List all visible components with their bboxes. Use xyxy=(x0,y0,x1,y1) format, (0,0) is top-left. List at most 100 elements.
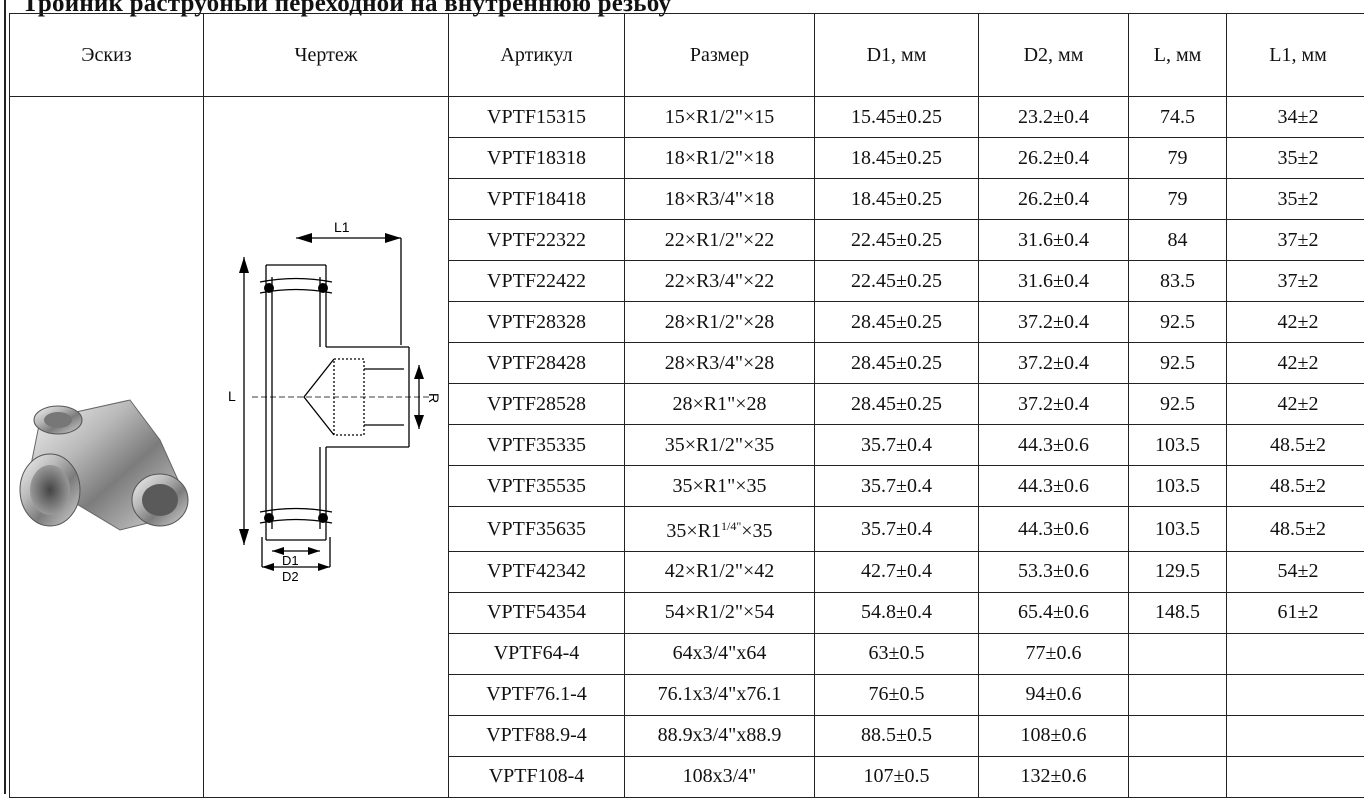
cell-d1: 18.45±0.25 xyxy=(815,138,979,179)
cell-d1: 107±0.5 xyxy=(815,756,979,797)
cell-l: 103.5 xyxy=(1129,507,1227,551)
cell-size: 108x3/4" xyxy=(625,756,815,797)
cell-article: VPTF88.9-4 xyxy=(449,715,625,756)
cell-d2: 44.3±0.6 xyxy=(979,507,1129,551)
cell-d1: 54.8±0.4 xyxy=(815,592,979,633)
cell-d1: 88.5±0.5 xyxy=(815,715,979,756)
cell-d2: 26.2±0.4 xyxy=(979,179,1129,220)
cell-size: 42×R1/2"×42 xyxy=(625,551,815,592)
cell-l1: 37±2 xyxy=(1227,220,1364,261)
drawing-label-r: R xyxy=(426,393,442,403)
cell-l1: 42±2 xyxy=(1227,302,1364,343)
col-header-l1: L1, мм xyxy=(1227,14,1364,97)
cell-article: VPTF28328 xyxy=(449,302,625,343)
size-main: 35×R1 xyxy=(666,520,721,542)
cell-article: VPTF28528 xyxy=(449,384,625,425)
cell-article: VPTF76.1-4 xyxy=(449,674,625,715)
cell-d1: 28.45±0.25 xyxy=(815,343,979,384)
cell-size: 18×R3/4"×18 xyxy=(625,179,815,220)
cell-l1: 37±2 xyxy=(1227,261,1364,302)
cell-l1 xyxy=(1227,674,1364,715)
cell-d2: 108±0.6 xyxy=(979,715,1129,756)
cell-l1: 54±2 xyxy=(1227,551,1364,592)
cell-size: 28×R1"×28 xyxy=(625,384,815,425)
cell-d2: 31.6±0.4 xyxy=(979,261,1129,302)
cell-size: 64x3/4"x64 xyxy=(625,633,815,674)
cell-l: 79 xyxy=(1129,138,1227,179)
cell-d2: 132±0.6 xyxy=(979,756,1129,797)
col-header-l: L, мм xyxy=(1129,14,1227,97)
cell-l1: 48.5±2 xyxy=(1227,466,1364,507)
cell-article: VPTF42342 xyxy=(449,551,625,592)
cell-d1: 28.45±0.25 xyxy=(815,302,979,343)
cell-d2: 94±0.6 xyxy=(979,674,1129,715)
cell-size: 88.9x3/4"x88.9 xyxy=(625,715,815,756)
cell-d2: 44.3±0.6 xyxy=(979,425,1129,466)
cell-size: 22×R1/2"×22 xyxy=(625,220,815,261)
cell-article: VPTF18418 xyxy=(449,179,625,220)
cell-article: VPTF35535 xyxy=(449,466,625,507)
cell-l1: 35±2 xyxy=(1227,138,1364,179)
drawing-label-d1: D1 xyxy=(282,553,299,568)
cell-d2: 44.3±0.6 xyxy=(979,466,1129,507)
cell-size: 22×R3/4"×22 xyxy=(625,261,815,302)
cell-d2: 53.3±0.6 xyxy=(979,551,1129,592)
drawing-label-d2: D2 xyxy=(282,569,299,584)
cell-size: 28×R1/2"×28 xyxy=(625,302,815,343)
cell-article: VPTF35335 xyxy=(449,425,625,466)
col-header-drawing: Чертеж xyxy=(204,14,449,97)
cell-d2: 31.6±0.4 xyxy=(979,220,1129,261)
cell-l: 84 xyxy=(1129,220,1227,261)
cell-size: 18×R1/2"×18 xyxy=(625,138,815,179)
cell-l xyxy=(1129,715,1227,756)
col-header-d2: D2, мм xyxy=(979,14,1129,97)
cell-l1: 34±2 xyxy=(1227,97,1364,138)
cell-article: VPTF108-4 xyxy=(449,756,625,797)
cell-l: 79 xyxy=(1129,179,1227,220)
cell-size: 35×R1/2"×35 xyxy=(625,425,815,466)
cell-l: 92.5 xyxy=(1129,343,1227,384)
cell-d1: 18.45±0.25 xyxy=(815,179,979,220)
fitting-drawing: L1 L R D1 D2 xyxy=(204,97,449,797)
table-header-row: Эскиз Чертеж Артикул Размер D1, мм D2, м… xyxy=(10,14,1364,97)
col-header-d1: D1, мм xyxy=(815,14,979,97)
cell-article: VPTF22322 xyxy=(449,220,625,261)
col-header-sketch: Эскиз xyxy=(10,14,204,97)
cell-l: 74.5 xyxy=(1129,97,1227,138)
drawing-label-l: L xyxy=(228,388,236,404)
table-row: L1 L R D1 D2 VPTF15315 15×R1/2"×15 15.45… xyxy=(10,97,1364,138)
cell-l1: 48.5±2 xyxy=(1227,507,1364,551)
cell-article: VPTF28428 xyxy=(449,343,625,384)
cell-d2: 37.2±0.4 xyxy=(979,302,1129,343)
cell-d1: 35.7±0.4 xyxy=(815,466,979,507)
cell-d1: 35.7±0.4 xyxy=(815,425,979,466)
cell-d1: 22.45±0.25 xyxy=(815,261,979,302)
cell-l: 129.5 xyxy=(1129,551,1227,592)
cell-size: 35×R1"×35 xyxy=(625,466,815,507)
col-header-size: Размер xyxy=(625,14,815,97)
spec-table: Эскиз Чертеж Артикул Размер D1, мм D2, м… xyxy=(9,13,1364,798)
sketch-cell xyxy=(10,97,204,798)
left-frame-line xyxy=(4,0,6,794)
cell-l1: 61±2 xyxy=(1227,592,1364,633)
cell-l: 103.5 xyxy=(1129,425,1227,466)
cell-l xyxy=(1129,633,1227,674)
cell-l1 xyxy=(1227,633,1364,674)
cell-size: 15×R1/2"×15 xyxy=(625,97,815,138)
cell-l1: 35±2 xyxy=(1227,179,1364,220)
cell-article: VPTF22422 xyxy=(449,261,625,302)
cell-d1: 76±0.5 xyxy=(815,674,979,715)
cell-article: VPTF35635 xyxy=(449,507,625,551)
cell-l1: 42±2 xyxy=(1227,343,1364,384)
fitting-photo xyxy=(10,97,204,797)
cell-l1 xyxy=(1227,715,1364,756)
size-tail: ×35 xyxy=(741,520,772,542)
cell-size: 76.1x3/4"x76.1 xyxy=(625,674,815,715)
cell-article: VPTF54354 xyxy=(449,592,625,633)
cell-d1: 15.45±0.25 xyxy=(815,97,979,138)
cell-article: VPTF64-4 xyxy=(449,633,625,674)
cell-d1: 28.45±0.25 xyxy=(815,384,979,425)
drawing-cell: L1 L R D1 D2 xyxy=(204,97,449,798)
cell-size: 54×R1/2"×54 xyxy=(625,592,815,633)
cell-d2: 37.2±0.4 xyxy=(979,343,1129,384)
